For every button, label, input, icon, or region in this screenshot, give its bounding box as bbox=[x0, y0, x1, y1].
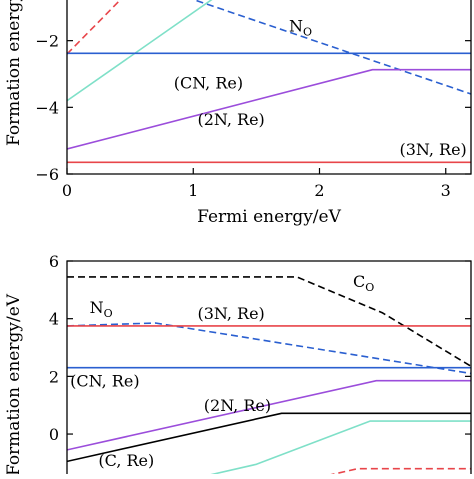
bottom-chart-series-4 bbox=[67, 379, 471, 451]
top-chart-series bbox=[67, 0, 471, 164]
bottom-chart-series bbox=[67, 276, 471, 474]
bottom-chart-annotation: (CN, Re) bbox=[70, 372, 139, 391]
bottom-chart-series-7 bbox=[330, 467, 471, 474]
top-chart-y-axis-label: Formation energy/eV bbox=[4, 0, 24, 146]
top-chart-y-tick-label: −6 bbox=[35, 165, 59, 184]
top-chart-annotation: (CN, Re) bbox=[174, 73, 243, 92]
top-chart-x-tick-label: 2 bbox=[314, 181, 324, 200]
top-chart-annotation: NO bbox=[289, 17, 312, 39]
bottom-chart-annotation: (3N, Re) bbox=[197, 304, 264, 323]
bottom-chart-annotation: CO bbox=[353, 272, 374, 294]
top-chart-frame bbox=[66, 0, 472, 175]
bottom-chart-series-0 bbox=[67, 276, 471, 367]
top-chart-annotation: (3N, Re) bbox=[399, 140, 466, 159]
bottom-chart-y-tick-label: 2 bbox=[49, 367, 59, 386]
top-chart-x-axis-label: Fermi energy/eV bbox=[197, 207, 341, 227]
top-chart-y-tick-label: −2 bbox=[35, 32, 59, 51]
top-chart-x-tick-label: 0 bbox=[62, 181, 72, 200]
top-chart-y-tick-label: −4 bbox=[35, 98, 59, 117]
bottom-chart-frame bbox=[66, 260, 472, 474]
bottom-chart-ticks bbox=[67, 260, 471, 435]
top-chart-annotations: NO (CN, Re) (2N, Re) (3N, Re) bbox=[174, 17, 467, 159]
bottom-chart-y-tick-label: 6 bbox=[49, 252, 59, 271]
bottom-chart-y-axis-label: Formation energy/eV bbox=[4, 293, 24, 474]
bottom-chart-series-5 bbox=[67, 412, 471, 463]
top-chart-x-tick-labels: 0 1 2 3 bbox=[62, 181, 451, 200]
top-chart-ticks bbox=[66, 40, 471, 175]
bottom-chart-series-1 bbox=[67, 322, 471, 375]
bottom-chart-y-tick-label: 0 bbox=[49, 425, 59, 444]
bottom-chart-y-tick-labels: 0 2 4 6 bbox=[49, 252, 59, 444]
bottom-chart-annotation: (2N, Re) bbox=[204, 396, 271, 415]
top-chart-series-0 bbox=[67, 0, 122, 55]
bottom-chart-y-tick-label: 4 bbox=[49, 310, 59, 329]
bottom-chart-series-6 bbox=[210, 420, 471, 474]
top-chart: NO (CN, Re) (2N, Re) (3N, Re) −6 −4 −2 0 1 2 3 F… bbox=[4, 0, 472, 227]
top-chart-annotation: (2N, Re) bbox=[197, 110, 264, 129]
top-chart-series-5 bbox=[67, 68, 471, 150]
top-chart-series-1 bbox=[192, 0, 471, 95]
bottom-chart-annotation: (C, Re) bbox=[98, 451, 154, 470]
top-chart-y-tick-labels: −6 −4 −2 bbox=[35, 32, 59, 184]
bottom-chart-annotation: NO bbox=[90, 298, 113, 320]
top-chart-series-3 bbox=[67, 0, 213, 102]
top-chart-x-tick-label: 1 bbox=[188, 181, 198, 200]
top-chart-x-tick-label: 3 bbox=[441, 181, 451, 200]
